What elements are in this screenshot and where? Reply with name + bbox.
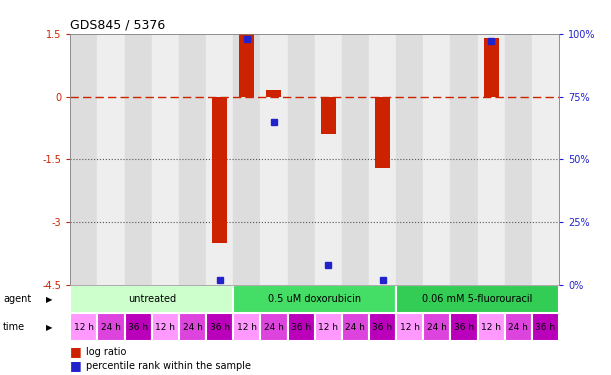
Bar [125,313,152,341]
Text: 24 h: 24 h [183,322,202,332]
Text: GSM11691: GSM11691 [546,285,555,326]
Bar [266,90,282,97]
Text: GSM11697: GSM11697 [410,285,419,326]
Bar [369,313,396,341]
Text: 24 h: 24 h [101,322,121,332]
Text: ■: ■ [70,345,82,358]
Text: 24 h: 24 h [345,322,365,332]
Text: 12 h: 12 h [318,322,338,332]
Text: GSM11843: GSM11843 [356,285,364,326]
Text: GSM11852: GSM11852 [219,285,229,326]
Bar [233,34,260,285]
Bar [478,34,505,285]
Text: log ratio: log ratio [86,346,126,357]
Text: ▶: ▶ [46,295,53,304]
Text: GSM11734: GSM11734 [301,285,310,326]
Text: 24 h: 24 h [427,322,447,332]
Bar [125,34,152,285]
Text: 36 h: 36 h [454,322,474,332]
Text: GSM11694: GSM11694 [247,285,256,326]
Bar [369,34,396,285]
Bar [212,97,227,243]
Text: 36 h: 36 h [373,322,393,332]
Bar [450,34,478,285]
Text: 36 h: 36 h [535,322,555,332]
Text: 12 h: 12 h [481,322,501,332]
Text: GSM11861: GSM11861 [328,285,337,326]
Bar [233,313,260,341]
Text: 36 h: 36 h [291,322,311,332]
Text: GSM11716: GSM11716 [111,285,120,326]
Bar [288,34,315,285]
Text: GDS845 / 5376: GDS845 / 5376 [70,18,166,31]
Text: GSM11714: GSM11714 [437,285,446,326]
Bar [70,285,233,313]
Bar [478,313,505,341]
Text: GSM11723: GSM11723 [464,285,473,326]
Text: 36 h: 36 h [210,322,230,332]
Text: ▶: ▶ [46,322,53,332]
Bar [450,313,478,341]
Bar [179,34,206,285]
Bar [152,34,179,285]
Text: GSM11695: GSM11695 [274,285,283,326]
Text: GSM11850: GSM11850 [138,285,147,326]
Text: GSM11721: GSM11721 [192,285,202,326]
Bar [342,313,369,341]
Bar [97,313,125,341]
Text: GSM11851: GSM11851 [166,285,174,326]
Bar [423,34,450,285]
Text: 12 h: 12 h [74,322,94,332]
Text: 12 h: 12 h [400,322,420,332]
Bar [342,34,369,285]
Bar [70,313,97,341]
Text: 0.5 uM doxorubicin: 0.5 uM doxorubicin [268,294,361,304]
Text: 24 h: 24 h [508,322,529,332]
Bar [206,313,233,341]
Text: GSM11707: GSM11707 [84,285,93,326]
Bar [423,313,450,341]
Bar [396,285,559,313]
Text: 36 h: 36 h [128,322,148,332]
Text: GSM11845: GSM11845 [491,285,500,326]
Bar [532,313,559,341]
Bar [206,34,233,285]
Text: 12 h: 12 h [237,322,257,332]
Bar [260,313,288,341]
Bar [288,313,315,341]
Bar [233,285,396,313]
Bar [97,34,125,285]
Bar [532,34,559,285]
Bar [260,34,288,285]
Bar [315,34,342,285]
Bar [396,34,423,285]
Bar [179,313,206,341]
Bar [315,313,342,341]
Bar [505,34,532,285]
Bar [505,313,532,341]
Text: GSM11683: GSM11683 [518,285,527,326]
Text: untreated: untreated [128,294,176,304]
Text: percentile rank within the sample: percentile rank within the sample [86,361,251,370]
Bar [396,313,423,341]
Bar [484,38,499,97]
Bar [375,97,390,168]
Text: ■: ■ [70,359,82,372]
Text: 24 h: 24 h [264,322,284,332]
Bar [70,34,97,285]
Bar [240,34,254,97]
Text: 12 h: 12 h [155,322,175,332]
Text: 0.06 mM 5-fluorouracil: 0.06 mM 5-fluorouracil [422,294,533,304]
Bar [152,313,179,341]
Text: GSM11862: GSM11862 [382,285,392,326]
Bar [321,97,335,134]
Text: time: time [3,322,25,332]
Text: agent: agent [3,294,31,304]
